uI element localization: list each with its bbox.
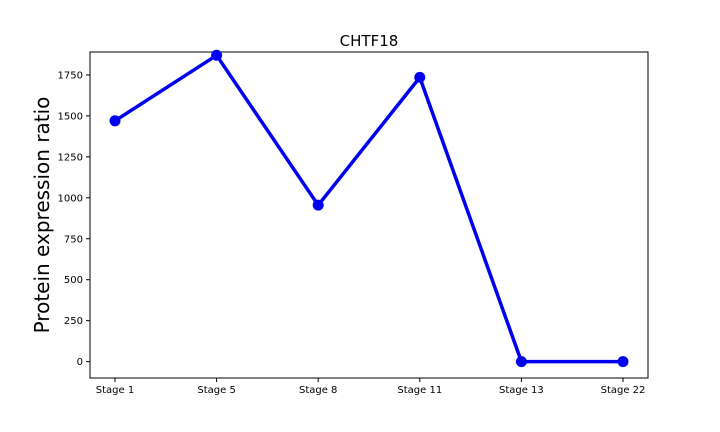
data-point bbox=[414, 71, 426, 83]
data-point bbox=[312, 199, 324, 211]
y-axis-label: Protein expression ratio bbox=[30, 97, 54, 334]
y-tick-label: 1750 bbox=[58, 70, 83, 81]
y-tick-label: 0 bbox=[77, 357, 83, 368]
y-axis: 0 250 500 750 1000 1250 1500 1750 bbox=[58, 70, 90, 368]
y-tick-label: 750 bbox=[64, 234, 83, 245]
y-tick-label: 250 bbox=[64, 316, 83, 327]
x-tick-label: Stage 13 bbox=[499, 385, 544, 396]
series-layer bbox=[109, 49, 629, 368]
y-tick-label: 1000 bbox=[58, 193, 83, 204]
data-point bbox=[515, 356, 527, 368]
x-tick-label: Stage 1 bbox=[96, 385, 134, 396]
y-tick-label: 500 bbox=[64, 275, 83, 286]
x-axis: Stage 1 Stage 5 Stage 8 Stage 11 Stage 13 Sta… bbox=[96, 378, 646, 396]
chart-title: CHTF18 bbox=[340, 32, 399, 50]
x-tick-label: Stage 22 bbox=[601, 385, 646, 396]
y-tick-label: 1250 bbox=[58, 152, 83, 163]
series-line bbox=[113, 53, 625, 364]
data-point bbox=[617, 356, 629, 368]
x-tick-label: Stage 11 bbox=[397, 385, 442, 396]
x-tick-label: Stage 5 bbox=[197, 385, 235, 396]
data-point bbox=[211, 49, 223, 61]
x-tick-label: Stage 8 bbox=[299, 385, 337, 396]
plot-area-frame bbox=[89, 51, 649, 379]
data-point bbox=[109, 115, 121, 127]
y-tick-label: 1500 bbox=[58, 111, 83, 122]
